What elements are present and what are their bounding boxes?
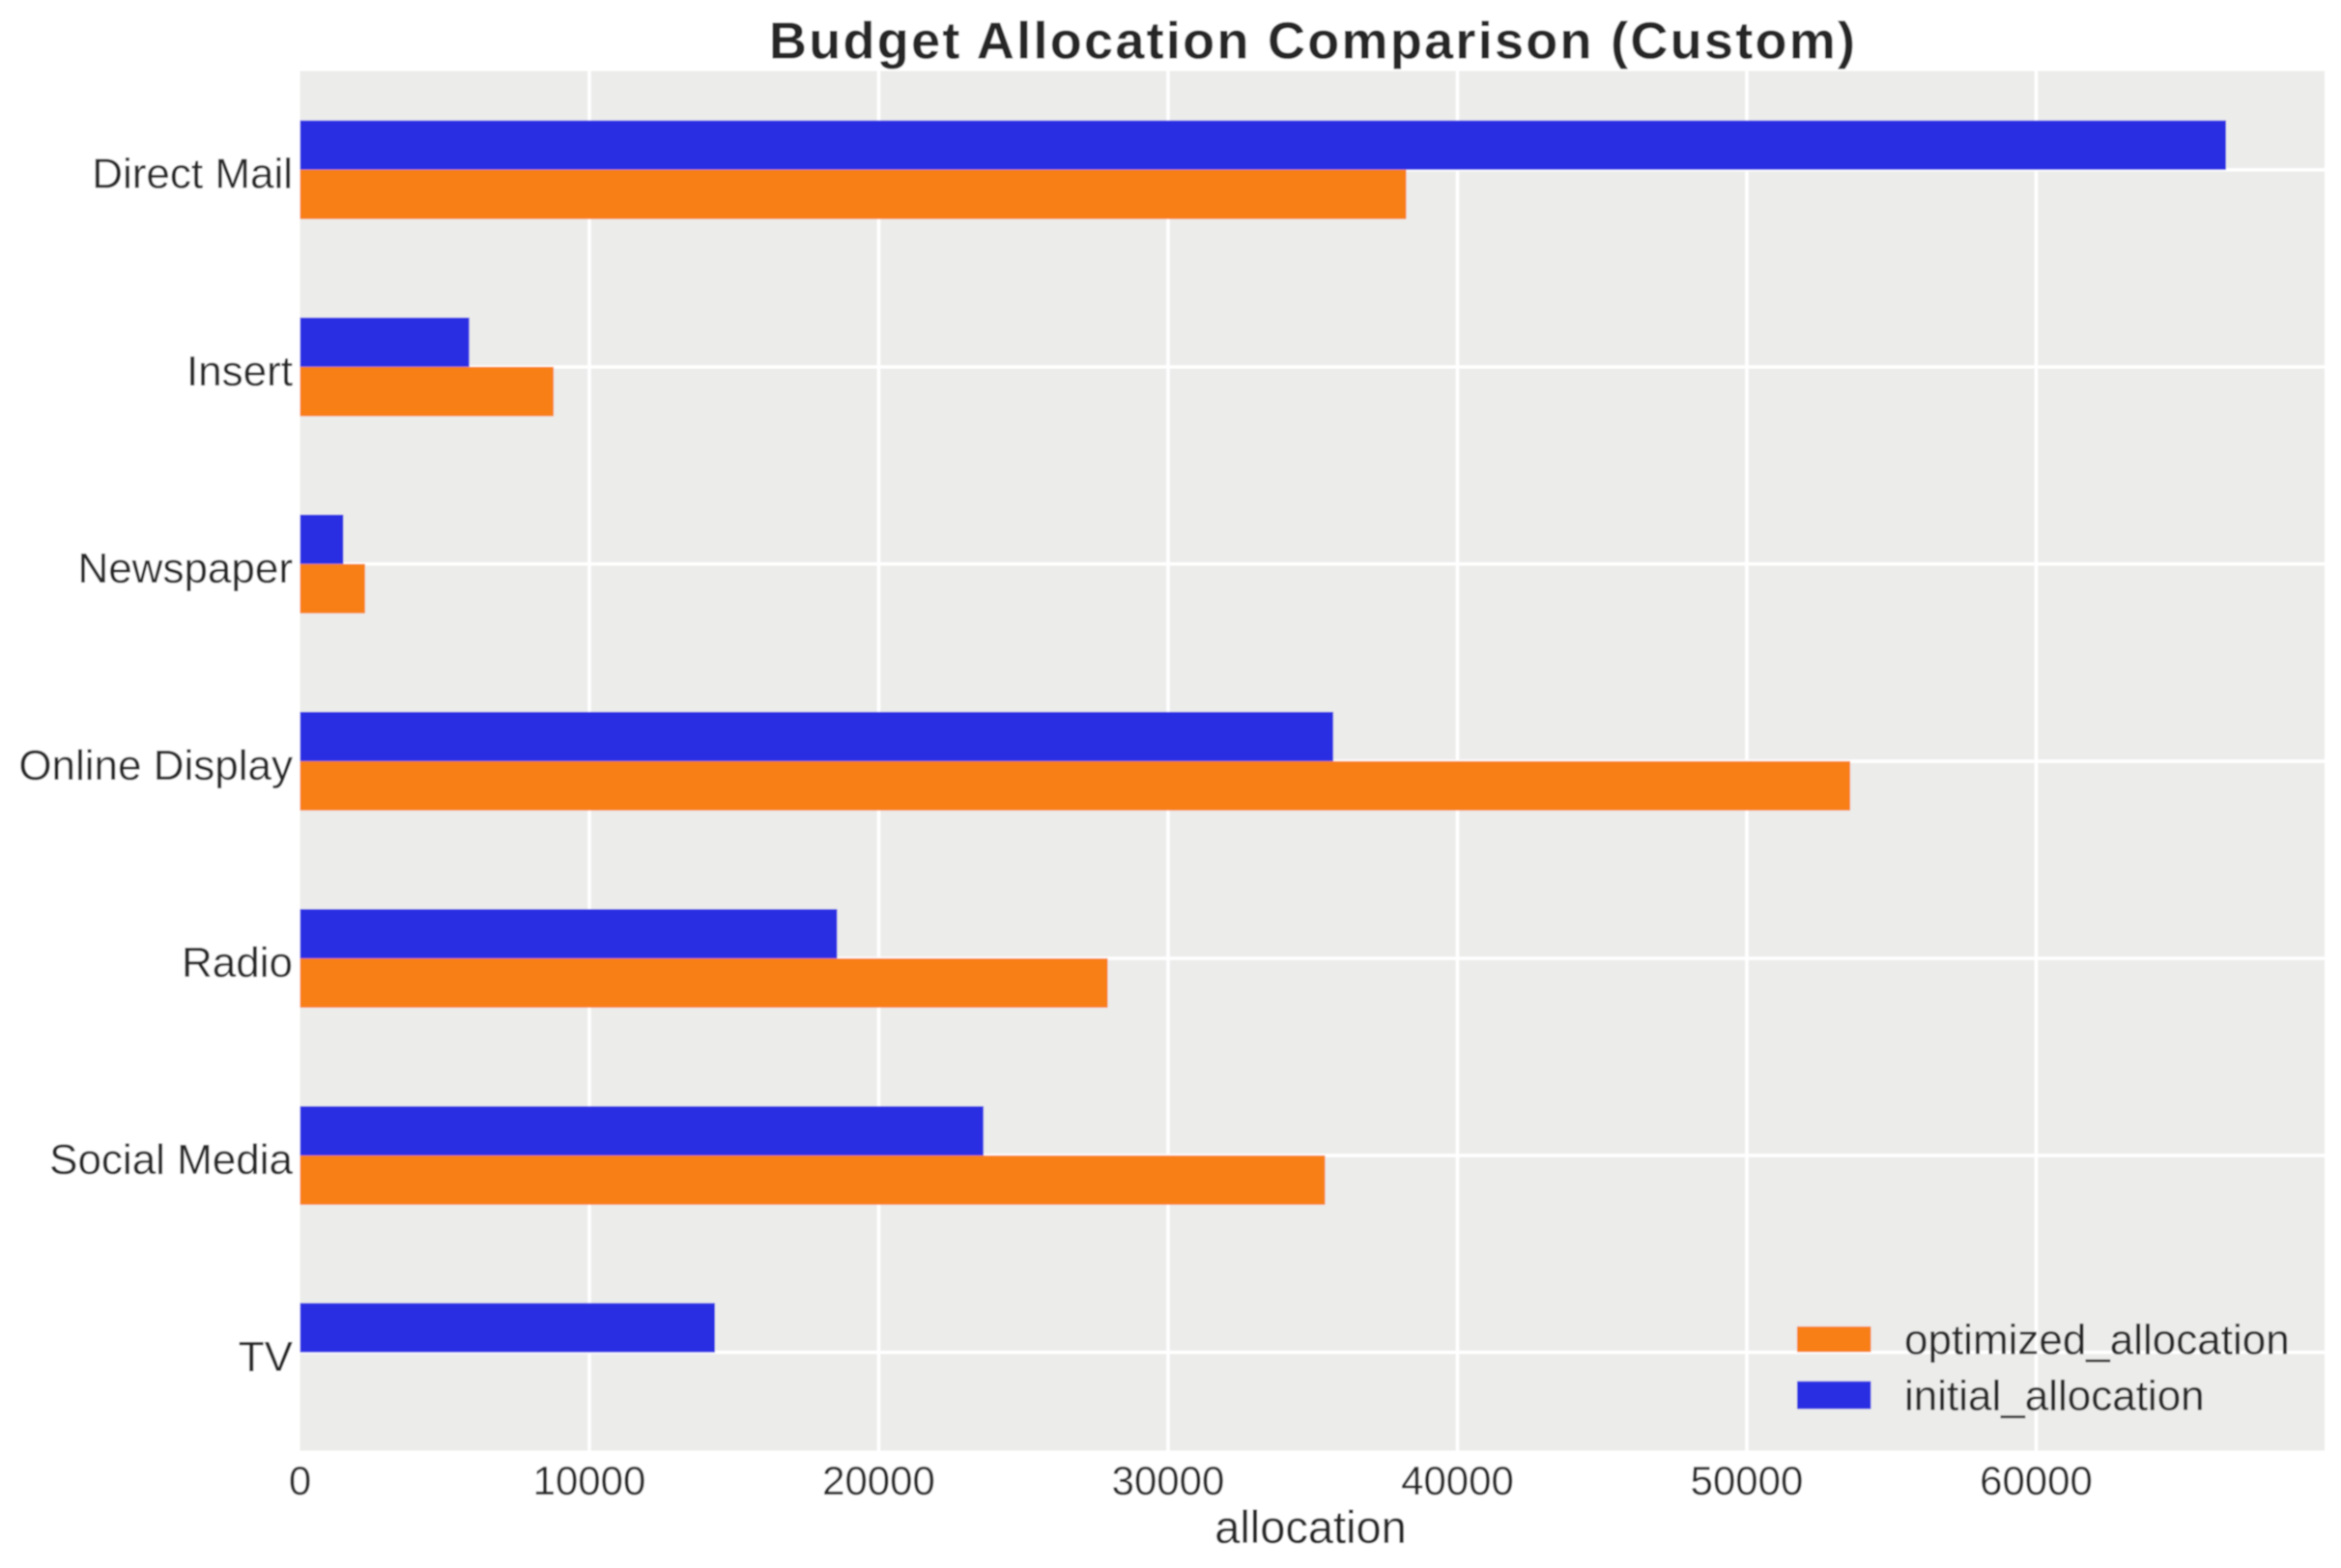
- svg-text:Newspaper: Newspaper: [77, 545, 293, 592]
- svg-text:Social Media: Social Media: [49, 1136, 293, 1183]
- svg-text:Direct Mail: Direct Mail: [92, 151, 293, 198]
- svg-text:optimized_allocation: optimized_allocation: [1904, 1317, 2290, 1364]
- svg-text:Budget Allocation Comparison (: Budget Allocation Comparison (Custom): [769, 13, 1855, 71]
- svg-text:allocation: allocation: [1214, 1501, 1407, 1553]
- svg-text:Insert: Insert: [186, 348, 293, 395]
- svg-text:50000: 50000: [1691, 1458, 1804, 1503]
- svg-text:0: 0: [289, 1458, 311, 1503]
- svg-text:Online Display: Online Display: [18, 742, 293, 789]
- svg-text:60000: 60000: [1980, 1458, 2093, 1503]
- svg-text:initial_allocation: initial_allocation: [1904, 1372, 2205, 1419]
- svg-text:30000: 30000: [1112, 1458, 1225, 1503]
- svg-text:20000: 20000: [822, 1458, 935, 1503]
- svg-text:Radio: Radio: [182, 939, 293, 986]
- svg-text:10000: 10000: [533, 1458, 646, 1503]
- svg-text:40000: 40000: [1401, 1458, 1514, 1503]
- svg-text:TV: TV: [239, 1333, 294, 1381]
